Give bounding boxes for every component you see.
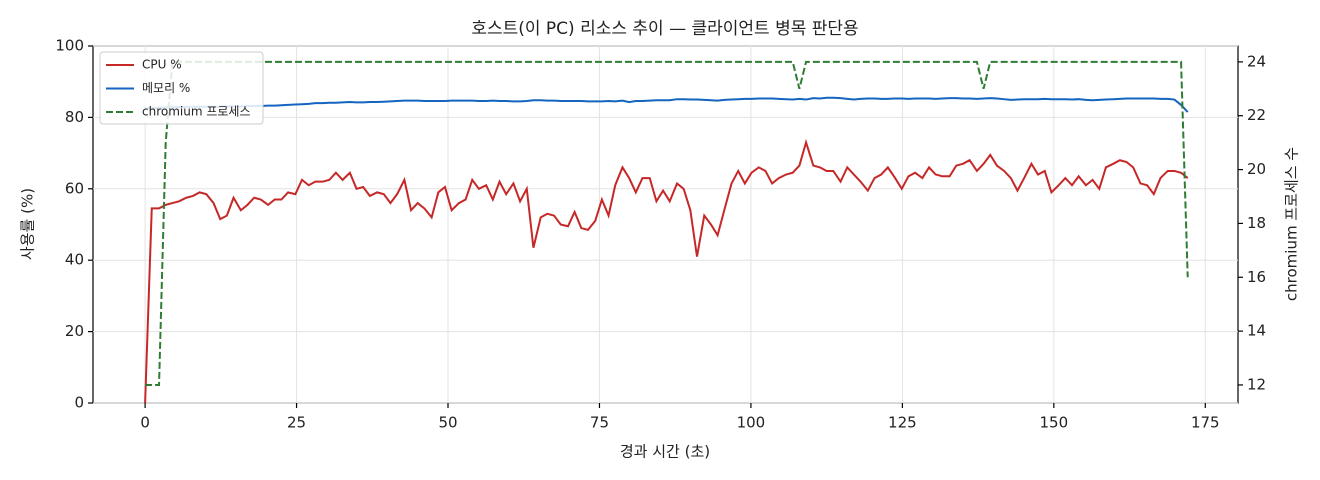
y2-tick-label: 12 (1247, 375, 1266, 393)
y-tick-label: 80 (65, 108, 84, 126)
legend-label: 메모리 % (142, 81, 190, 95)
x-tick-label: 100 (737, 414, 766, 432)
x-tick-label: 175 (1191, 414, 1220, 432)
y-axis-label: 사용률 (%) (19, 188, 37, 260)
y2-tick-label: 18 (1247, 214, 1266, 232)
y-tick-label: 60 (65, 179, 84, 197)
ticks-layer: 0 25 50 75 100 125 150 175 0 20 40 60 80 100 12 14 16 18 2… (55, 37, 1266, 432)
chart-title: 호스트(이 PC) 리소스 추이 — 클라이언트 병목 판단용 (471, 19, 858, 39)
series-line (144, 138, 1189, 404)
x-tick-label: 0 (140, 414, 150, 432)
y2-tick-label: 16 (1247, 268, 1266, 286)
legend-box (99, 51, 264, 125)
legend: CPU % 메모리 % chromium 프로세스 (99, 51, 264, 125)
y-tick-label: 0 (74, 394, 84, 412)
y2-tick-label: 22 (1247, 106, 1266, 124)
x-tick-label: 125 (888, 414, 917, 432)
series-line (145, 96, 1189, 113)
legend-label: chromium 프로세스 (142, 105, 251, 119)
grid-layer (93, 45, 1238, 404)
x-tick-label: 50 (438, 414, 457, 432)
y2-tick-label: 14 (1247, 322, 1266, 340)
series-line (145, 60, 1189, 386)
x-tick-label: 150 (1040, 414, 1069, 432)
legend-label: CPU % (142, 58, 182, 72)
x-tick-label: 75 (590, 414, 609, 432)
x-axis-label: 경과 시간 (초) (620, 443, 710, 461)
y2-tick-label: 24 (1247, 52, 1266, 70)
y-tick-label: 40 (65, 251, 84, 269)
y-tick-label: 20 (65, 322, 84, 340)
y2-tick-label: 20 (1247, 160, 1266, 178)
lines-layer (144, 60, 1189, 404)
y-tick-label: 100 (55, 37, 84, 55)
x-tick-label: 25 (287, 414, 306, 432)
y2-axis-label: chromium 프로세스 수 (1283, 147, 1301, 301)
